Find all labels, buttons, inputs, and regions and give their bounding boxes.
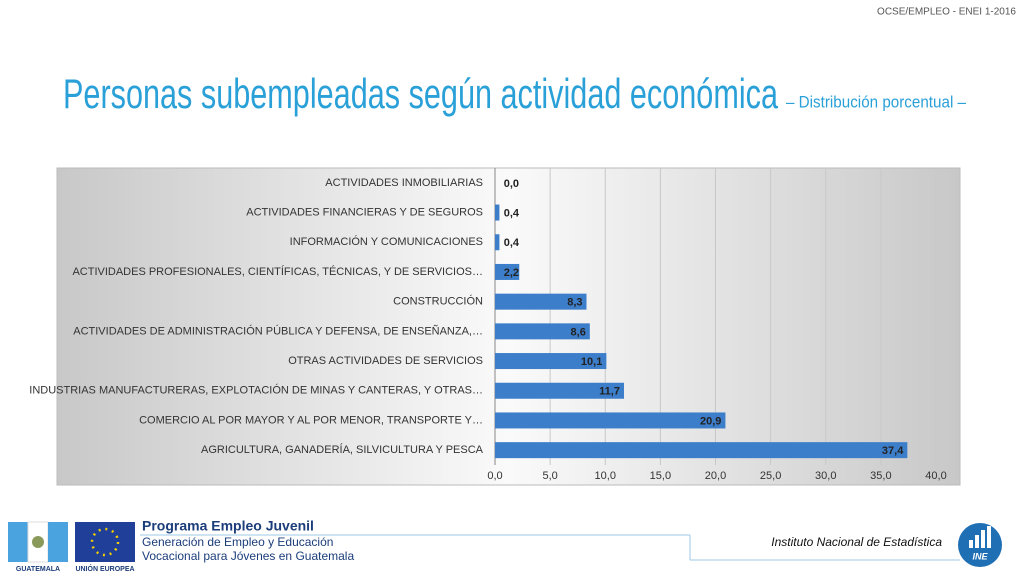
flag [75,522,135,562]
flag [48,522,68,562]
program-title: Programa Empleo Juvenil [142,518,314,534]
value-label: 8,6 [571,326,586,338]
flag [8,522,28,562]
header: OCSE/EMPLEO - ENEI 1-2016 [877,7,1016,18]
chart-title: Personas subempleadas según actividad ec… [63,70,778,117]
logo-bar [969,540,973,548]
value-label: 11,7 [599,386,620,398]
program-line: Generación de Empleo y Educación [142,535,333,549]
x-tick-label: 35,0 [870,470,891,482]
x-tick-label: 0,0 [487,470,502,482]
y-tick-label: CONSTRUCCIÓN [393,295,483,308]
bar [495,293,587,310]
y-tick-label: AGRICULTURA, GANADERÍA, SILVICULTURA Y P… [201,443,484,456]
y-tick-label: ACTIVIDADES INMOBILIARIAS [325,177,483,189]
y-tick-label: INFORMACIÓN Y COMUNICACIONES [290,235,483,248]
plot: 0,0 5,0 10,0 15,0 20,0 25,0 30,0 35,0 40,0 ACTIVI… [29,168,947,482]
value-label: 37,4 [882,445,904,457]
value-label: 20,9 [700,415,721,427]
program-line: Vocacional para Jóvenes en Guatemala [142,549,354,563]
value-label: 0,4 [504,207,520,219]
value-label: 10,1 [581,356,602,368]
bar [495,353,607,370]
bar [495,204,500,221]
logo-bar [981,530,985,548]
flag-stars [90,527,120,557]
y-tick-label: ACTIVIDADES FINANCIERAS Y DE SEGUROS [246,206,483,218]
institute: Instituto Nacional de Estadística [771,535,942,549]
value-label: 0,4 [504,237,520,249]
y-tick-label: INDUSTRIAS MANUFACTURERAS, EXPLOTACIÓN D… [29,384,483,397]
x-tick-label: 40,0 [925,470,946,482]
x-tick-label: 15,0 [650,470,671,482]
flag-label: GUATEMALA [16,566,60,573]
x-tick-label: 10,0 [595,470,616,482]
bar [495,263,520,280]
flag-emblem [32,536,44,548]
bar [495,323,590,340]
bar [495,382,624,399]
x-tick-label: 25,0 [760,470,781,482]
bar [495,412,726,429]
flag-label: UNIÓN EUROPEA [75,564,134,573]
x-tick-label: 20,0 [705,470,726,482]
y-tick-label: ACTIVIDADES DE ADMINISTRACIÓN PÚBLICA Y … [73,324,483,337]
logo-bar [987,526,991,548]
bar [495,234,500,251]
value-label: 2,2 [504,267,519,279]
value-label: 8,3 [567,297,582,309]
bar [495,442,908,459]
y-tick-label: OTRAS ACTIVIDADES DE SERVICIOS [288,355,483,367]
value-label: 0,0 [504,178,519,190]
x-tick-label: 5,0 [542,470,557,482]
chart-subtitle: – Distribución porcentual – [786,92,966,111]
y-tick-label: COMERCIO AL POR MAYOR Y AL POR MENOR, TR… [139,414,483,426]
logo-text: INE [972,551,988,561]
y-tick-label: ACTIVIDADES PROFESIONALES, CIENTÍFICAS, … [72,265,483,278]
x-tick-label: 30,0 [815,470,836,482]
logo-bar [975,535,979,548]
